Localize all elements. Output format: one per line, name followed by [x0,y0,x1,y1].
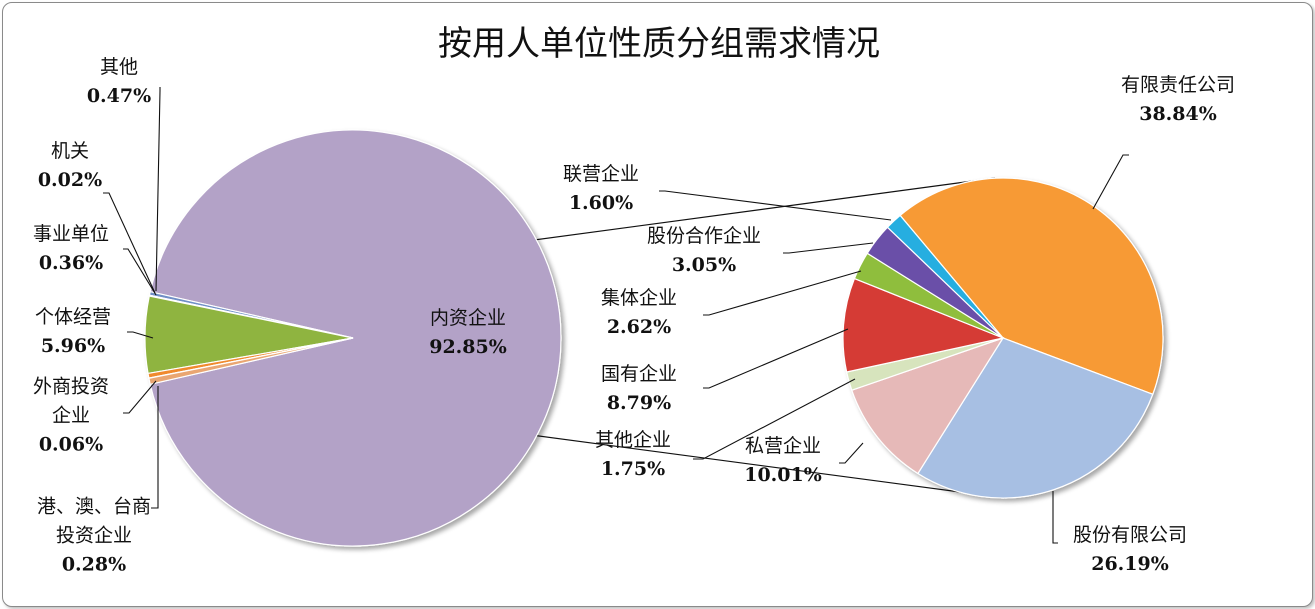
slice-value-gufenhezuo: 3.05% [672,254,736,276]
leader-line-qitaqiye [693,378,856,460]
secondary-pie [842,177,1164,499]
pie-slice-siying [851,336,1005,475]
leader-line-gangao [151,386,159,509]
slice-label-neizi: 内资企业 [430,307,506,329]
leader-line-shiye [123,248,157,296]
leader-line-lianying [659,190,892,221]
chart-title: 按用人单位性质分组需求情况 [438,24,880,64]
slice-value-youxian: 38.84% [1139,103,1217,125]
leader-line-guoyou [703,328,849,389]
slice-label-qita: 其他 [100,56,138,78]
slice-value-geti: 5.96% [41,335,105,357]
slice-value-lianying: 1.60% [569,192,633,214]
slice-label-siying: 私营企业 [745,435,821,457]
slice-value-waishang: 0.06% [39,434,103,456]
slice-label-gangao: 港、澳、台商 [37,496,151,518]
pie-slice-guoyou [842,277,1006,373]
slice-value-guoyou: 8.79% [607,392,671,414]
slice-value-shiye: 0.36% [39,252,103,274]
slice-value-qitaqiye: 1.75% [601,458,665,480]
pie-slice-youxian [899,177,1164,396]
slice-label-shiye: 事业单位 [33,223,109,245]
slice-value-neizi: 92.85% [429,336,507,358]
slice-value-jiti: 2.62% [607,316,671,338]
pie-slice-lianying [886,214,1004,339]
leader-line-youxian [1092,154,1129,210]
slice-value-jiguan: 0.02% [38,169,102,191]
slice-value-gangao: 0.28% [62,554,126,576]
pie-slice-qita [148,337,354,386]
leader-line-jiguan [103,192,156,294]
slice-value-gufen: 26.19% [1091,553,1169,575]
leader-line-waishang [123,380,157,414]
leader-line-jiti [703,270,862,316]
slice-label-lianying: 联营企业 [563,163,639,185]
slice-label-guoyou: 国有企业 [601,363,677,385]
pie-slice-neizi [149,129,562,547]
leader-line-gufenhezuo [783,242,874,254]
slice-label-gangao: 投资企业 [56,525,132,547]
primary-pie [144,129,562,547]
slice-label-youxian: 有限责任公司 [1121,74,1235,96]
leader-line-gufen [1052,491,1058,544]
leader-line-siying [839,442,864,464]
slice-label-waishang: 企业 [52,405,90,427]
slice-label-gufenhezuo: 股份合作企业 [647,225,761,247]
slice-value-siying: 10.01% [744,464,822,486]
slice-label-jiti: 集体企业 [601,287,677,309]
slice-label-gufen: 股份有限公司 [1073,524,1187,546]
pie-slice-gufen [917,337,1154,499]
leader-lines [103,87,1129,544]
slice-label-qitaqiye: 其他企业 [595,429,671,451]
slice-label-waishang: 外商投资 [33,376,109,398]
leader-line-geti [127,331,154,339]
slice-value-qita: 0.47% [87,85,151,107]
leader-line-qita [155,87,161,292]
slice-label-geti: 个体经营 [35,306,111,328]
slice-label-jiguan: 机关 [51,140,89,162]
